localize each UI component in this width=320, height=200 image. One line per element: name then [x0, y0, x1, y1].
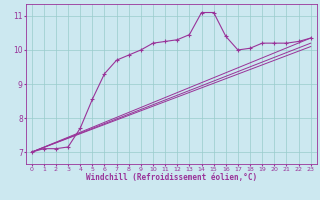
X-axis label: Windchill (Refroidissement éolien,°C): Windchill (Refroidissement éolien,°C)	[86, 173, 257, 182]
